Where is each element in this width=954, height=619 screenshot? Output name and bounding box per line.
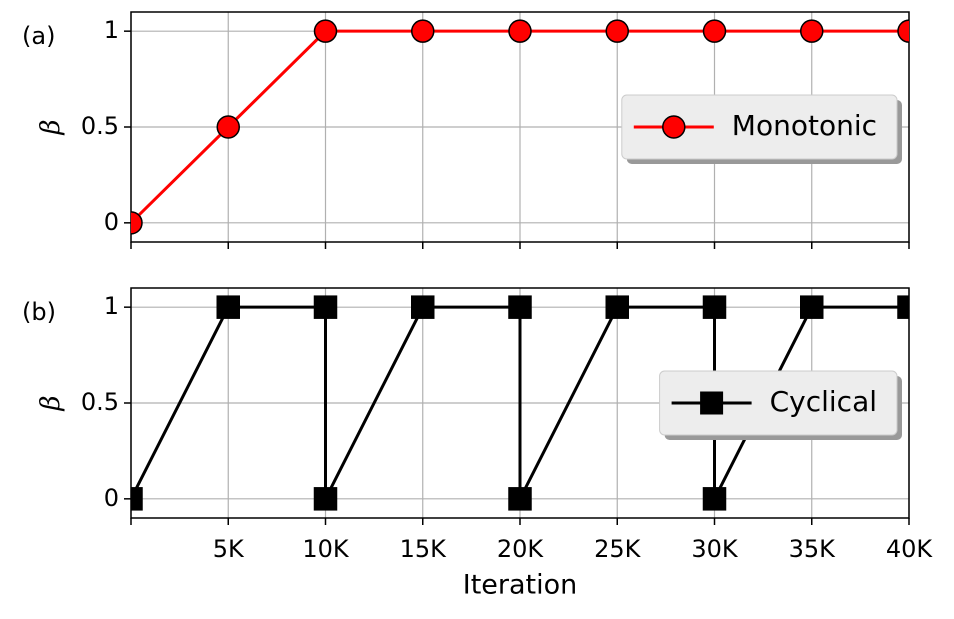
y-axis-label: β: [36, 395, 66, 411]
marker: [702, 295, 727, 319]
marker: [313, 19, 338, 43]
marker: [216, 295, 240, 319]
marker: [313, 487, 338, 511]
x-tick-label: 15K: [400, 535, 448, 563]
y-tick-label: 1: [104, 292, 119, 320]
legend-label: Monotonic: [732, 109, 877, 142]
y-tick-label: 0: [104, 484, 119, 512]
marker: [800, 19, 824, 43]
legend: Monotonic: [621, 94, 902, 164]
legend-label: Cyclical: [770, 385, 877, 418]
legend: Cyclical: [659, 370, 902, 440]
x-tick-label: 5K: [213, 535, 245, 563]
marker: [508, 295, 532, 319]
plot-area: [131, 19, 909, 235]
marker: [411, 19, 435, 43]
marker: [216, 115, 240, 139]
marker: [702, 19, 727, 43]
marker: [897, 295, 909, 319]
legend-marker: [700, 391, 724, 415]
x-tick-label: 30K: [691, 535, 739, 563]
plot-area: [131, 295, 909, 511]
legend-marker: [662, 115, 686, 139]
marker: [605, 19, 629, 43]
marker: [131, 487, 143, 511]
y-tick-label: 0: [104, 208, 119, 236]
x-tick-label: 20K: [497, 535, 545, 563]
marker: [508, 19, 532, 43]
x-axis-label: Iteration: [463, 570, 578, 601]
y-tick-label: 0.5: [81, 388, 119, 416]
x-tick-label: 40K: [886, 535, 934, 563]
panel-label: (a): [22, 22, 55, 50]
y-tick-label: 1: [104, 16, 119, 44]
x-tick-label: 35K: [789, 535, 837, 563]
marker: [897, 19, 909, 43]
legend-box: [621, 94, 898, 160]
marker: [411, 295, 435, 319]
x-tick-label: 25K: [594, 535, 642, 563]
marker: [131, 211, 143, 235]
marker: [508, 487, 532, 511]
marker: [800, 295, 824, 319]
marker: [605, 295, 629, 319]
plot-frame: [130, 287, 910, 519]
y-tick-label: 0.5: [81, 112, 119, 140]
series-line: [131, 305, 909, 500]
marker: [702, 487, 727, 511]
marker: [313, 295, 338, 319]
panel-label: (b): [22, 298, 56, 326]
x-tick-label: 10K: [302, 535, 350, 563]
y-axis-label: β: [36, 119, 66, 135]
plot-frame: [130, 11, 910, 243]
legend-box: [659, 370, 898, 436]
